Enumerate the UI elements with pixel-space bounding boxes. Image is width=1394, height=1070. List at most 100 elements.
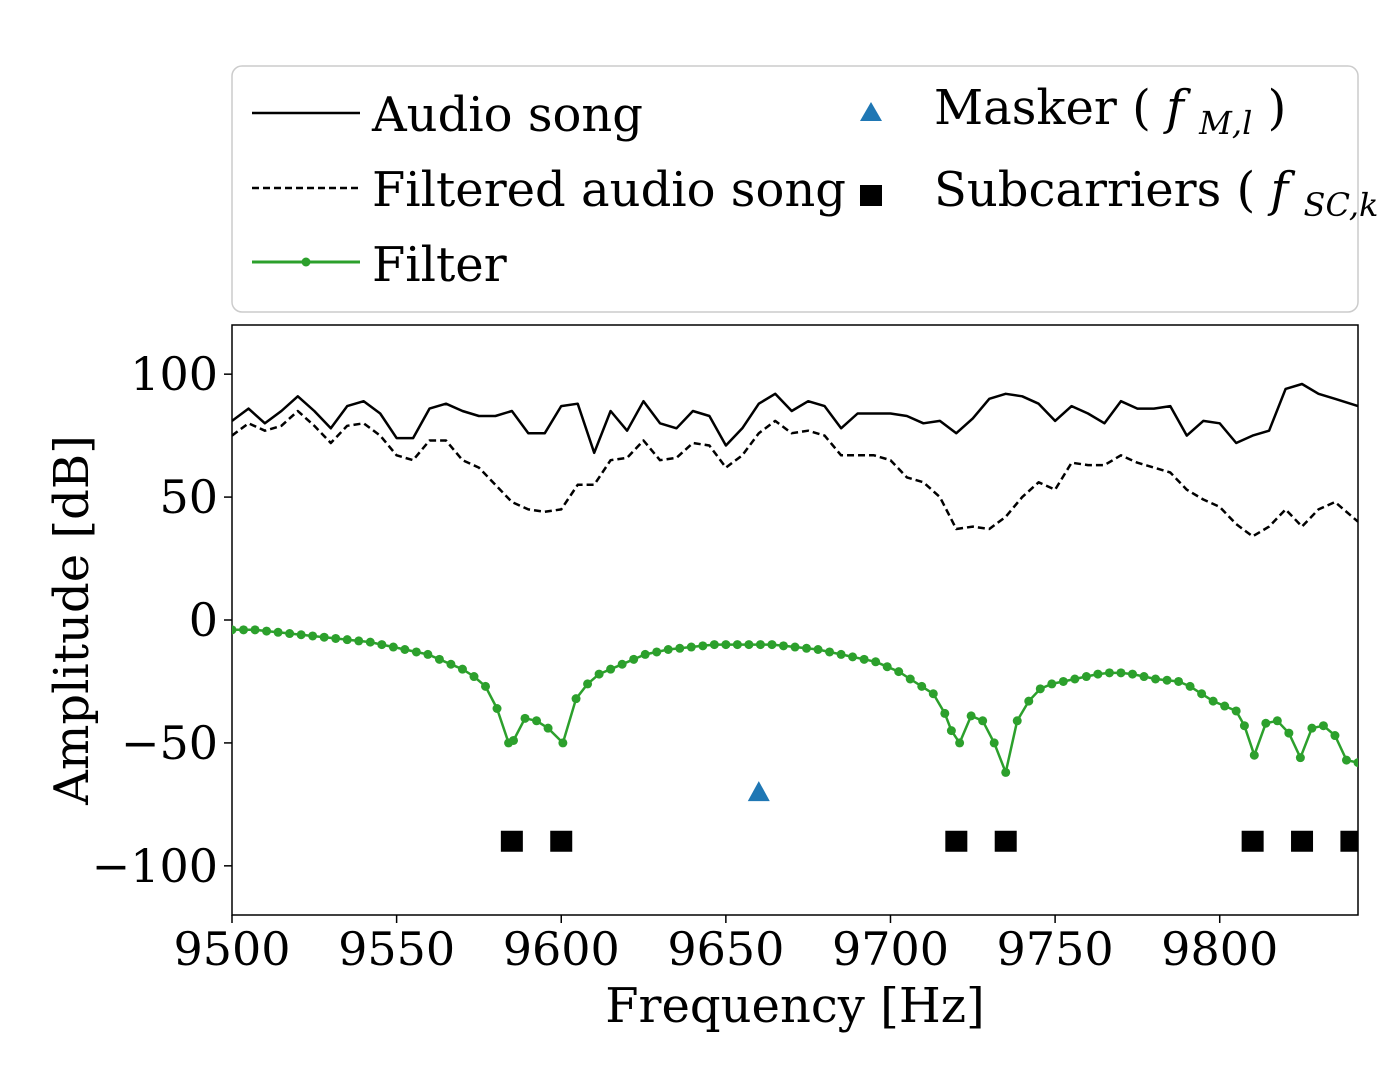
filter-point [1261,718,1271,728]
filter-point [296,630,306,640]
filter-point [1001,767,1011,777]
legend-masker-close-paren: ) [1268,80,1287,136]
legend-filtered-audio-song-label: Filtered audio song [372,162,846,218]
filter-point [790,642,800,652]
filter-point [411,647,421,657]
legend-masker-open-paren: ( [1132,80,1151,136]
filter-point [755,640,765,650]
legend-masker-text: Masker ( f M,l ) [934,80,1286,146]
filter-point [825,647,835,657]
filter-point [434,654,444,664]
filter-point [388,642,398,652]
filter-point [905,674,915,684]
filter-point [732,640,742,650]
filter-point [1151,674,1161,684]
legend-audio-song-label: Audio song [371,87,643,143]
legend-masker-math-sub: M,l [1198,104,1252,142]
filter-point [836,649,846,659]
filter-point [308,631,318,641]
series-layer [232,382,1358,852]
filter-point [629,654,639,664]
filter-point [1174,676,1184,686]
filter-point [239,625,249,635]
filter-point [1284,728,1294,738]
filter-point [262,626,272,636]
y-tick-label: 0 [189,593,218,647]
filter-point [423,649,433,659]
filter-point [1104,668,1114,678]
filter-point [1116,668,1126,678]
filter-point [744,640,754,650]
filter-point [1047,679,1057,689]
filter-point [250,625,260,635]
filter-point [709,640,719,650]
filter-point [721,640,731,650]
filter-point [1239,721,1249,731]
subcarrier-point [1340,830,1358,852]
filter-point [767,640,777,650]
filter-point [778,641,788,651]
subcarrier-point [994,830,1017,852]
subcarrier-point [1291,830,1314,852]
subcarrier-point [945,830,968,852]
filter-point [848,652,858,662]
filter-point [955,738,965,748]
filter-point [859,654,869,664]
filter-point [1330,731,1340,741]
y-tick-label: −100 [92,839,218,893]
legend-masker-math-base: f [1163,80,1191,136]
filter-point [802,643,812,653]
filter-point [675,643,685,653]
filter-point [1208,696,1218,706]
filter-point [342,635,352,645]
y-tick-label: 50 [159,470,218,524]
filter-point [966,711,976,721]
subcarrier-point [1241,830,1264,852]
filter-point [663,645,673,654]
filter-point [928,689,938,699]
filter-point [1341,755,1351,765]
legend-filter-label: Filter [372,237,507,293]
filter-point [1249,750,1259,760]
filter-point [365,637,375,647]
y-axis-title: Amplitude [dB] [44,435,100,806]
filter-point [1024,696,1034,706]
filter-point [989,738,999,748]
x-tick-label: 9600 [503,922,620,976]
x-tick-label: 9700 [832,922,949,976]
filter-point [652,647,662,657]
filter-point [532,716,542,726]
filter-point [1220,701,1230,711]
filter-point [1058,676,1068,686]
subcarrier-point [500,830,523,852]
x-axis: 9500 9550 9600 9650 9700 9750 9800 [173,915,1278,976]
filtered-audio-song-line [232,409,1358,538]
filter-point [481,681,491,691]
filter-point [1070,674,1080,684]
filter-point [871,657,881,667]
filter-point [446,659,456,669]
filter-point [1127,669,1137,679]
filter-point [1162,675,1172,685]
filter-point [1307,723,1317,733]
x-tick-label: 9650 [667,922,784,976]
filter-point [571,694,581,704]
x-tick-label: 9750 [997,922,1114,976]
x-tick-label: 9550 [338,922,455,976]
filter-point [698,641,708,651]
x-tick-label: 9500 [173,922,290,976]
filter-point [1081,672,1091,682]
filter-point [285,629,295,639]
filter-point [232,625,237,635]
legend-subcarriers-label: Subcarriers [934,162,1221,218]
filter-point [457,664,467,674]
x-tick-label: 9800 [1161,922,1278,976]
filter-point [520,713,530,723]
filter-point [1035,684,1045,694]
filter-point [273,627,283,637]
subcarrier-point [550,830,573,852]
legend-subcarriers-text: Subcarriers ( f SC,k ) [934,162,1394,228]
filter-point [606,664,616,674]
legend-masker-label: Masker [934,80,1117,136]
legend-subcarriers-open-paren: ( [1237,162,1256,218]
